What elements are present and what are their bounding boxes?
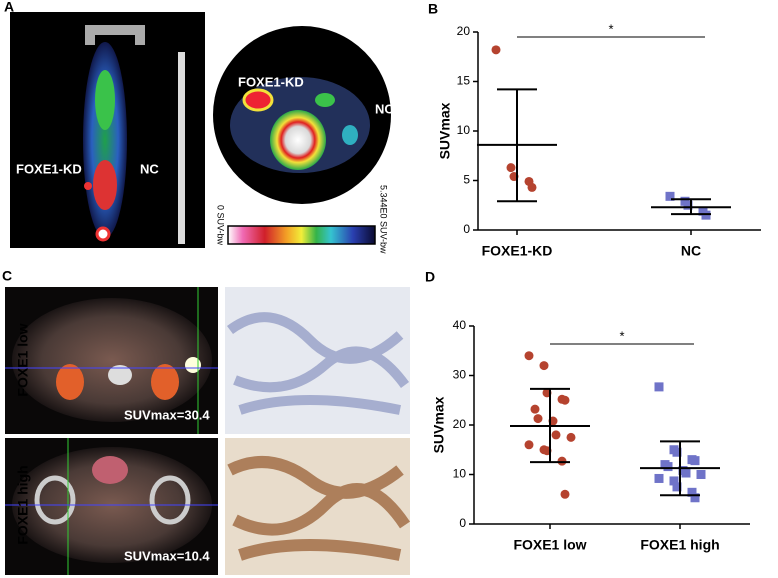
data-point (551, 430, 561, 440)
y-axis-label: SUVmax (437, 102, 453, 159)
y-tick-label: 0 (459, 516, 466, 530)
data-point (491, 45, 501, 55)
data-point (566, 432, 576, 442)
colorbar (227, 225, 376, 245)
data-point (654, 473, 664, 483)
data-point (696, 470, 706, 479)
data-point (654, 382, 664, 392)
colorbar-max-label: 5.344E0 SUV-bw (379, 185, 389, 254)
x-tick-label: FOXE1 high (640, 537, 719, 553)
hot-spot (185, 357, 201, 373)
data-point (530, 404, 540, 414)
hot-spot (95, 226, 111, 242)
annotation: SUVmax=30.4 (124, 407, 210, 422)
scale-strip (178, 52, 185, 244)
image-label: FOXE1-KD (238, 74, 304, 89)
image-label: FOXE1-KD (16, 161, 82, 176)
annotation: SUVmax=10.4 (124, 548, 210, 563)
data-point (527, 182, 537, 192)
y-tick-label: 10 (457, 123, 471, 137)
data-point (672, 482, 682, 492)
data-point (539, 361, 549, 371)
panel-letter: B (428, 1, 438, 17)
data-point (687, 487, 697, 497)
image-label: NC (375, 101, 394, 116)
hot-spot (242, 88, 274, 112)
data-point (560, 489, 570, 499)
y-tick-label: 0 (463, 222, 470, 236)
bone (149, 475, 191, 525)
data-point (690, 493, 700, 503)
data-point (669, 476, 679, 486)
data-point (663, 462, 673, 472)
y-tick-label: 20 (457, 24, 471, 38)
data-point (683, 200, 693, 210)
data-point (524, 351, 534, 361)
significance-label: * (619, 328, 624, 343)
y-tick-label: 5 (463, 173, 470, 187)
data-point (560, 395, 570, 405)
y-tick-label: 15 (457, 74, 471, 88)
x-tick-label: FOXE1 low (513, 537, 586, 553)
image-label: NC (140, 161, 159, 176)
bone (34, 475, 76, 525)
colorbar-min-label: 0 SUV-bw (216, 205, 226, 246)
data-point (506, 163, 516, 173)
data-point (681, 468, 691, 478)
data-point (524, 440, 534, 450)
ct-body (12, 298, 212, 422)
data-point (690, 456, 700, 466)
hot-spot (95, 70, 115, 130)
hot-spot (92, 456, 128, 484)
row-label: FOXE1 high (15, 465, 31, 544)
x-tick-label: NC (681, 243, 701, 259)
hot-spot (84, 182, 92, 190)
y-tick-label: 10 (453, 467, 467, 481)
data-point (665, 191, 675, 201)
y-tick-label: 20 (453, 417, 467, 431)
data-point (533, 414, 543, 424)
hot-spot (342, 125, 358, 145)
panel-letter: D (425, 269, 435, 285)
hot-spot (93, 160, 117, 210)
y-axis-label: SUVmax (431, 396, 447, 453)
y-tick-label: 40 (453, 318, 467, 332)
panel-letter: A (4, 0, 14, 15)
significance-label: * (608, 21, 613, 36)
hot-spot (56, 364, 84, 400)
hot-spot (151, 364, 179, 400)
data-point (672, 447, 682, 457)
hot-spot (270, 110, 326, 170)
spine (108, 365, 132, 385)
panel-letter: C (2, 268, 12, 284)
y-tick-label: 30 (453, 368, 467, 382)
scanner-bed (85, 25, 145, 45)
x-tick-label: FOXE1-KD (482, 243, 553, 259)
hot-spot (315, 93, 335, 107)
row-label: FOXE1 low (15, 323, 31, 396)
